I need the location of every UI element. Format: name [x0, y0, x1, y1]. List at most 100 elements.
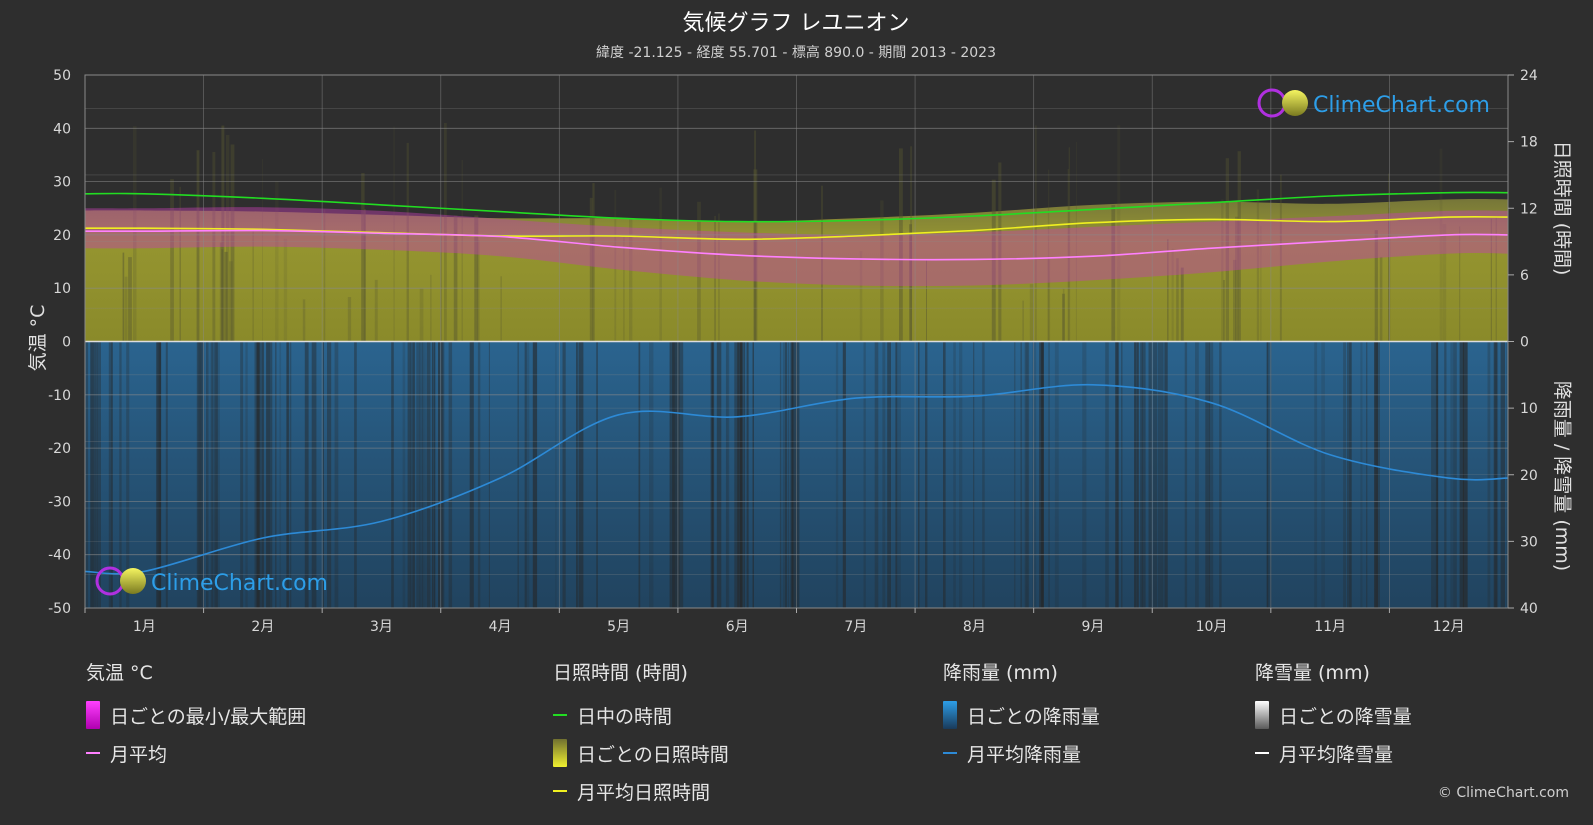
sunshine-daily-texture	[998, 162, 1002, 342]
rain-daily-texture	[896, 341, 901, 608]
legend-sunshine-title: 日照時間 (時間)	[553, 662, 688, 684]
rain-daily-texture	[1121, 341, 1123, 608]
sunshine-daily-texture	[275, 181, 279, 342]
sunshine-daily-texture	[226, 135, 230, 342]
right-bottom-tick-label: 30	[1520, 534, 1538, 550]
sunshine-daily-texture	[361, 173, 365, 342]
rain-daily-texture	[842, 341, 846, 608]
rain-daily-texture	[1140, 341, 1143, 608]
sunshine-daily-texture	[212, 152, 216, 342]
rain-daily-texture	[1164, 341, 1168, 608]
rain-daily-texture	[740, 341, 745, 608]
rain-daily-texture	[959, 341, 963, 608]
sunshine-daily-texture	[1225, 158, 1229, 342]
rain-daily-texture	[434, 341, 436, 608]
rain-daily-texture	[1054, 341, 1059, 608]
x-tick-label: 7月	[844, 619, 867, 635]
rain-daily-texture	[674, 341, 677, 608]
rain-daily-texture	[1431, 341, 1436, 608]
rain-daily-texture	[792, 341, 795, 608]
legend-rain-daily-label: 日ごとの降雨量	[967, 705, 1100, 728]
sunshine-daily-texture	[219, 242, 223, 342]
sunshine-daily-texture	[1256, 189, 1260, 342]
rain-daily-texture	[1209, 341, 1214, 608]
sunshine-daily-texture	[1279, 174, 1282, 342]
rain-daily-texture	[1024, 341, 1030, 608]
rain-daily-texture	[532, 341, 538, 608]
rain-daily-texture	[887, 341, 891, 608]
left-tick-label: 10	[53, 281, 71, 297]
rain-daily-texture	[1148, 341, 1153, 608]
rain-daily-texture	[638, 341, 641, 608]
rain-daily-texture	[791, 341, 795, 608]
x-tick-label: 6月	[726, 619, 749, 635]
rain-daily-texture	[1153, 341, 1158, 608]
rain-daily-texture	[402, 341, 406, 608]
temp-avg-swatch	[86, 752, 100, 754]
sunshine-daily-texture	[262, 159, 263, 342]
rain-daily-texture	[1435, 341, 1438, 608]
sunshine-daily-texture	[623, 236, 625, 342]
sunshine-daily-texture	[283, 238, 288, 342]
rain-daily-texture	[216, 341, 220, 608]
sunshine-daily-texture	[122, 252, 125, 342]
rain-daily-texture	[207, 341, 210, 608]
sunshine-daily-texture	[419, 288, 424, 342]
rain-daily-texture	[1462, 341, 1468, 608]
sunshine-daily-texture	[230, 144, 235, 342]
rain-daily-texture	[156, 341, 162, 608]
legend-item-rain-daily: 日ごとの降雨量	[943, 696, 1100, 734]
rain-daily-texture	[925, 341, 928, 608]
rain-daily-texture	[863, 341, 866, 608]
right-top-tick-label: 12	[1520, 201, 1538, 217]
sunshine-daily-texture	[363, 209, 366, 342]
sunshine-daily-texture	[1035, 125, 1037, 342]
x-tick-label: 9月	[1081, 619, 1104, 635]
rain-daily-texture	[1205, 341, 1210, 608]
snow-avg-swatch	[1255, 752, 1269, 754]
sunshine-daily-texture	[196, 150, 200, 342]
sunshine-daily-texture	[477, 240, 480, 342]
sunshine-daily-texture	[1459, 226, 1461, 342]
climechart-logo: ClimeChart.com	[1257, 88, 1490, 118]
rain-daily-texture	[1116, 341, 1119, 608]
rain-daily-texture	[1020, 341, 1022, 608]
right-top-tick-label: 6	[1520, 268, 1529, 284]
right-top-tick-label: 24	[1520, 68, 1538, 84]
sunshine-daily-texture	[1047, 259, 1051, 342]
rain-daily-texture	[279, 341, 282, 608]
rain-avg-line	[84, 383, 1509, 575]
rain-daily-texture	[212, 341, 215, 608]
left-tick-label: 50	[53, 68, 71, 84]
rain-daily-texture	[726, 341, 730, 608]
rain-daily-texture	[1157, 341, 1163, 608]
legend-item-rain-avg: 月平均降雨量	[943, 734, 1100, 772]
sunshine-daily-texture	[910, 146, 913, 342]
rain-daily-texture	[1376, 341, 1380, 608]
rain-daily-texture	[210, 341, 213, 608]
rain-daily-texture	[739, 341, 743, 608]
sunshine-daily-texture	[1171, 248, 1174, 342]
right-bottom-tick-label: 20	[1520, 468, 1538, 484]
sunshine-daily-texture	[1117, 125, 1121, 342]
right-top-axis-label: 日照時間 (時間)	[1551, 141, 1573, 276]
sunshine-daily-texture	[302, 299, 306, 342]
legend-rain: 降雨量 (mm) 日ごとの降雨量 月平均降雨量	[943, 660, 1100, 772]
rain-daily-texture	[725, 341, 728, 608]
rain-daily-texture	[240, 341, 244, 608]
rain-daily-texture	[407, 341, 411, 608]
left-tick-label: -20	[48, 441, 71, 457]
sunshine-daily-texture	[592, 183, 595, 342]
rain-daily-texture	[322, 341, 324, 608]
rain-daily-texture	[1105, 341, 1109, 608]
sunshine-daily-texture	[1176, 258, 1179, 342]
sunshine-daily-texture	[1067, 168, 1069, 342]
rain-daily-texture	[1195, 341, 1199, 608]
rain-daily-texture	[110, 341, 113, 608]
rain-daily-texture	[477, 341, 481, 608]
left-tick-label: 0	[62, 335, 71, 351]
x-tick-label: 4月	[489, 619, 512, 635]
rain-daily-texture	[165, 341, 168, 608]
sunshine-daily-texture	[614, 190, 617, 342]
sunshine-daily-texture	[1111, 204, 1116, 342]
